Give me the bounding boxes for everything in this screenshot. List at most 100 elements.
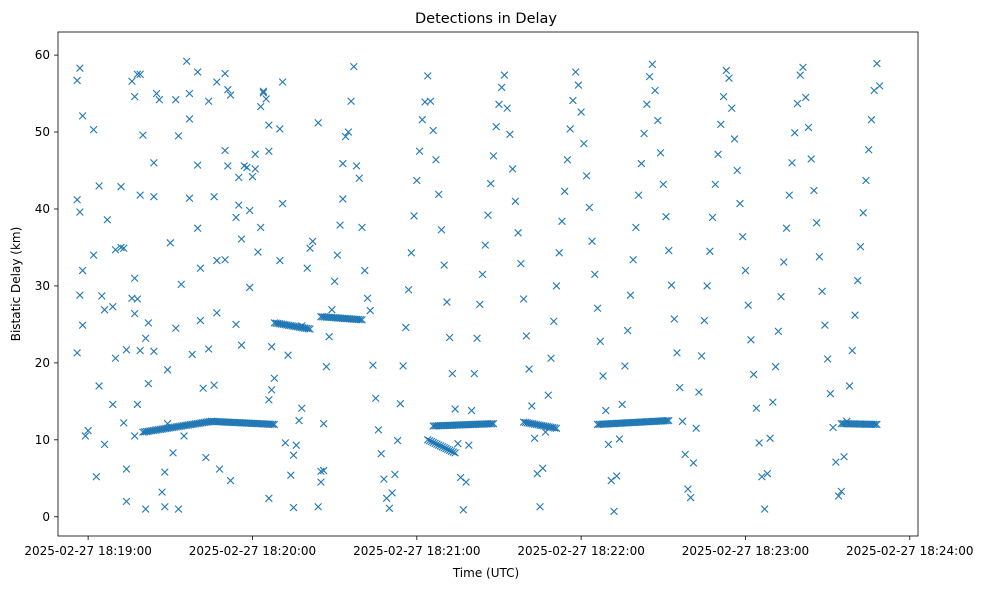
data-point (161, 468, 169, 476)
data-point (89, 125, 98, 134)
data-point (663, 416, 671, 425)
data-point (265, 147, 273, 156)
data-point (404, 285, 413, 294)
data-point (73, 195, 81, 204)
data-point (708, 213, 717, 222)
data-point (78, 321, 87, 329)
data-point (292, 441, 301, 449)
data-point (380, 475, 388, 483)
data-point (678, 417, 687, 426)
data-point (697, 352, 706, 360)
data-point (445, 446, 454, 455)
data-point (133, 295, 142, 303)
data-point (270, 374, 279, 383)
data-point (522, 332, 531, 340)
data-point (136, 70, 144, 79)
data-point (447, 447, 456, 455)
data-point (360, 266, 369, 275)
data-point (703, 282, 711, 290)
data-point (95, 182, 103, 190)
data-point (304, 324, 312, 333)
data-point (78, 112, 87, 120)
data-point (144, 379, 153, 388)
data-point (793, 99, 802, 108)
data-point (251, 165, 259, 173)
data-point (730, 135, 739, 143)
data-point (358, 315, 366, 324)
data-point (358, 223, 366, 232)
data-point (818, 287, 826, 296)
data-point (355, 174, 364, 182)
data-point (799, 63, 807, 72)
data-point (604, 440, 613, 449)
data-point (788, 159, 796, 167)
data-point (256, 223, 265, 232)
data-point (445, 333, 454, 342)
data-point (500, 71, 509, 79)
data-point (864, 145, 873, 154)
data-point (330, 277, 339, 286)
data-point (425, 436, 434, 445)
data-point (196, 264, 205, 273)
data-point (747, 335, 755, 344)
data-point (780, 258, 788, 266)
data-point (284, 351, 292, 359)
data-point (593, 304, 602, 313)
data-point (150, 347, 158, 356)
data-point (180, 432, 188, 440)
data-point (689, 459, 698, 467)
data-point (256, 102, 265, 111)
data-point (234, 201, 243, 209)
data-point (654, 116, 662, 125)
data-point (555, 249, 563, 257)
data-point (418, 115, 427, 124)
data-point (487, 419, 496, 428)
data-point (98, 292, 106, 300)
data-point (221, 69, 229, 78)
data-point (574, 81, 583, 89)
data-point (514, 229, 522, 237)
data-point (185, 194, 194, 202)
data-point (108, 302, 117, 311)
data-point (744, 301, 752, 309)
data-point (193, 224, 202, 233)
data-point (749, 370, 758, 379)
data-point (136, 346, 144, 355)
data-point (429, 126, 438, 135)
data-point (681, 450, 689, 459)
data-point (752, 404, 761, 413)
data-point (629, 255, 637, 264)
data-point (837, 487, 846, 496)
data-point (371, 394, 380, 403)
data-point (651, 86, 659, 95)
data-point (423, 436, 432, 444)
data-point (306, 325, 314, 333)
data-point (503, 104, 511, 112)
data-point (440, 261, 448, 269)
data-point (363, 294, 372, 303)
data-point (774, 327, 783, 336)
data-point (289, 451, 298, 459)
data-point (873, 59, 881, 68)
data-point (661, 416, 670, 425)
data-point (213, 78, 221, 86)
x-tick-label: 2025-02-27 18:19:00 (24, 544, 151, 558)
data-point (295, 416, 303, 425)
data-point (119, 244, 128, 253)
x-tick-label: 2025-02-27 18:22:00 (517, 544, 644, 558)
data-point (544, 391, 553, 399)
data-point (155, 95, 164, 104)
data-point (76, 208, 84, 216)
data-point (853, 276, 862, 285)
data-point (777, 292, 785, 301)
data-point (204, 97, 213, 106)
data-point (128, 77, 136, 86)
data-point (508, 165, 517, 173)
data-point (826, 389, 835, 398)
data-point (580, 139, 588, 148)
data-point (319, 419, 328, 428)
data-point (133, 400, 142, 409)
data-point (73, 76, 81, 85)
data-point (552, 424, 561, 433)
data-point (339, 195, 347, 203)
